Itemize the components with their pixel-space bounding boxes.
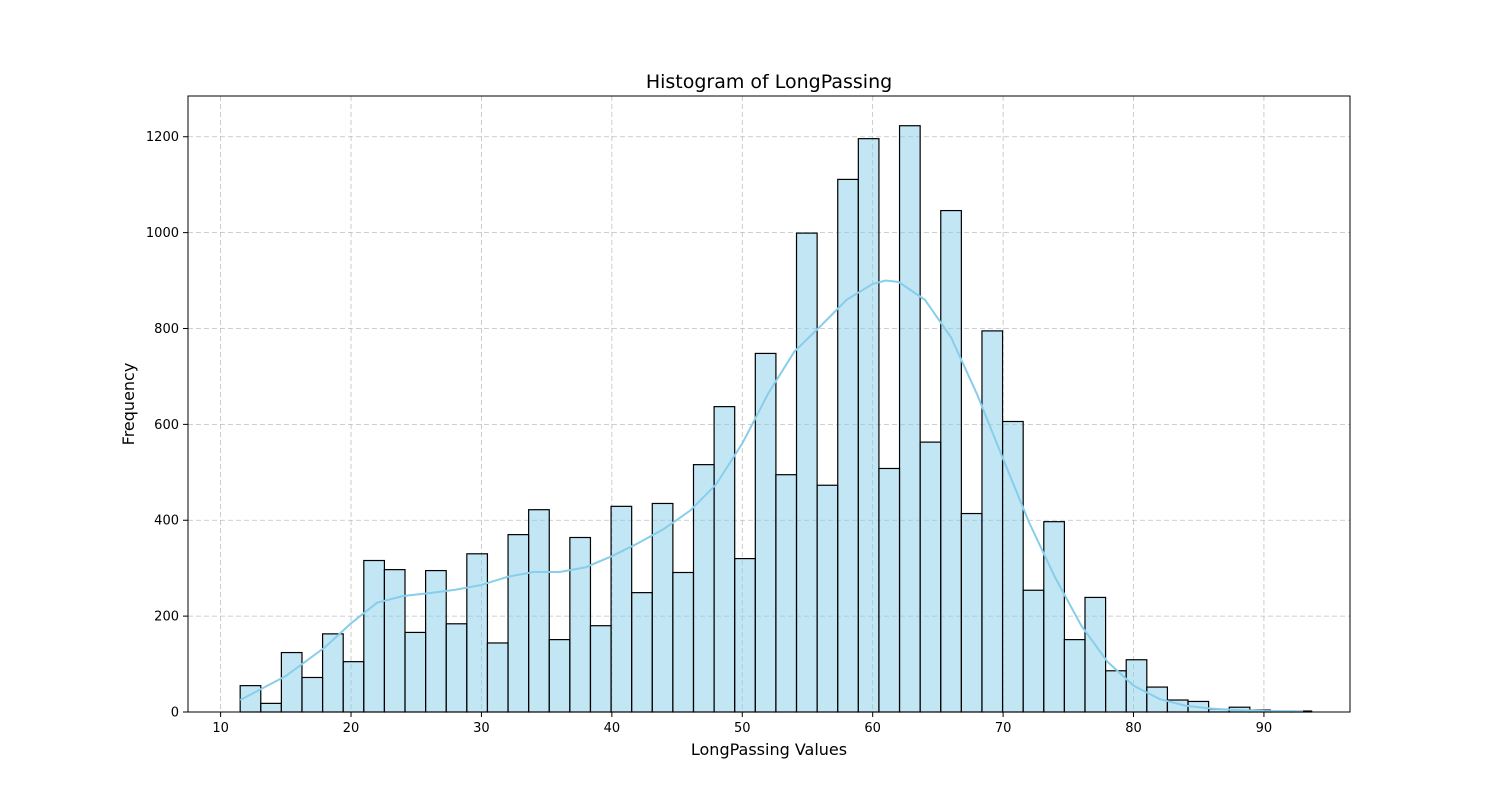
histogram-bar [404, 631, 427, 713]
histogram-bar [589, 625, 612, 713]
y-axis-label: Frequency [119, 363, 138, 446]
histogram-bar [878, 467, 901, 713]
plot-frame [187, 95, 1351, 713]
histogram-bar [528, 509, 550, 713]
histogram-bar [507, 534, 530, 713]
y-tick-label: 800 [154, 322, 179, 337]
histogram-bar [672, 571, 695, 713]
x-tick-label: 50 [734, 721, 751, 736]
histogram-bar [816, 484, 839, 713]
histogram-bar [342, 661, 365, 713]
x-tick-label: 60 [864, 721, 881, 736]
histogram-bar [981, 330, 1004, 713]
x-tick-label: 70 [995, 721, 1012, 736]
histogram-bar [960, 512, 983, 713]
y-tick-label: 1000 [146, 226, 179, 241]
histogram-bar [486, 642, 509, 713]
histogram-bar [857, 138, 880, 713]
x-tick-label: 80 [1125, 721, 1142, 736]
x-axis-ticks: 10 20 30 40 50 60 70 80 90 [212, 712, 1272, 736]
histogram-bar [260, 702, 282, 713]
histogram-bar [940, 209, 962, 713]
y-tick-label: 600 [154, 418, 179, 433]
histogram-bar [363, 559, 386, 713]
histogram-bar [301, 676, 324, 713]
x-tick-label: 20 [343, 721, 360, 736]
histogram-bar [610, 505, 633, 713]
x-tick-label: 10 [212, 721, 229, 736]
histogram-bar [631, 592, 653, 713]
histogram-bar [1043, 521, 1065, 713]
histogram-bar [795, 232, 818, 713]
histogram-bar [1022, 589, 1045, 713]
x-tick-label: 30 [473, 721, 490, 736]
histogram-bar [548, 639, 571, 713]
histogram-bar [734, 557, 756, 713]
histogram-bar [466, 553, 489, 713]
histogram-bar [692, 464, 715, 713]
histogram-bar [383, 569, 406, 713]
histogram-bar [1063, 639, 1086, 713]
kde-line [239, 279, 1304, 713]
histogram-bar [445, 623, 468, 713]
histogram-bar [569, 536, 592, 713]
histogram-bar [919, 441, 942, 713]
histogram-bar [898, 125, 921, 713]
y-tick-label: 1200 [146, 130, 179, 145]
x-tick-label: 90 [1256, 721, 1273, 736]
histogram-bar [754, 352, 777, 713]
y-tick-label: 0 [171, 706, 179, 721]
histogram-bar [775, 474, 798, 713]
y-tick-label: 200 [154, 610, 179, 625]
chart-title: Histogram of LongPassing [646, 71, 892, 93]
x-tick-label: 40 [604, 721, 621, 736]
histogram-bar [280, 651, 303, 713]
x-axis-label: LongPassing Values [691, 740, 847, 759]
histogram-bar [1125, 659, 1148, 713]
histogram-bar [713, 406, 736, 713]
y-tick-label: 400 [154, 514, 179, 529]
histogram-bar [837, 178, 859, 713]
y-axis-ticks: 0 200 400 600 800 1000 1200 [146, 130, 188, 721]
